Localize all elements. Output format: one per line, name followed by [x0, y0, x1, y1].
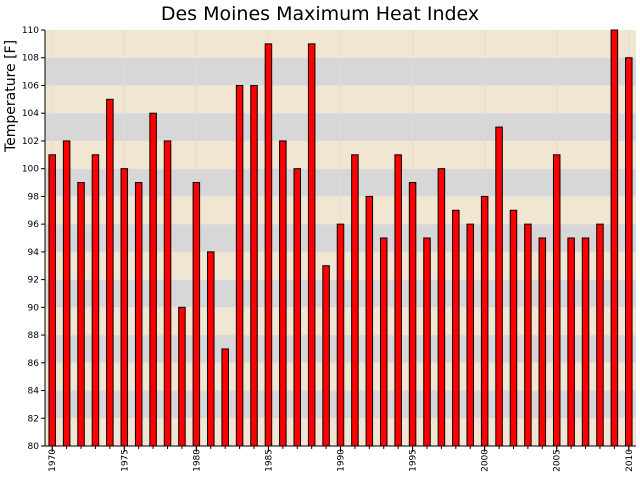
- y-tick-label: 110: [22, 26, 39, 36]
- y-tick-label: 92: [28, 276, 39, 286]
- x-tick-label: 2000: [481, 449, 491, 472]
- bar-2003: [524, 223, 532, 447]
- x-tick-label: 1975: [120, 449, 130, 472]
- y-tick-label: 84: [28, 387, 40, 397]
- bar-2007: [581, 237, 590, 447]
- bar-1994: [394, 154, 402, 447]
- bar-1970: [48, 154, 56, 447]
- bar-1986: [279, 140, 287, 447]
- y-tick-label: 96: [28, 220, 40, 230]
- bar-2000: [480, 195, 489, 447]
- x-tick-label: 1970: [48, 449, 58, 472]
- bar-2004: [538, 237, 547, 447]
- bar-1979: [178, 306, 186, 447]
- chart-title: Des Moines Maximum Heat Index: [160, 3, 480, 25]
- y-tick-label: 80: [28, 442, 40, 452]
- bar-1973: [91, 154, 100, 447]
- bar-1991: [351, 154, 359, 447]
- bar-2009: [610, 29, 619, 447]
- y-tick-label: 108: [22, 54, 39, 64]
- y-tick-label: 88: [28, 331, 40, 341]
- x-tick-label: 1990: [337, 449, 347, 472]
- bar-1998: [452, 209, 460, 447]
- bar-1983: [235, 84, 244, 447]
- bar-1988: [307, 43, 316, 447]
- y-tick-label: 106: [22, 81, 39, 91]
- bar-1981: [207, 251, 215, 447]
- x-tick-label: 1980: [192, 449, 202, 472]
- x-tick-label: 1985: [264, 449, 274, 472]
- bar-1995: [408, 182, 417, 447]
- bar-1996: [423, 237, 431, 447]
- bar-1978: [163, 140, 172, 447]
- y-tick-label: 98: [28, 192, 40, 202]
- bar-1990: [336, 223, 345, 447]
- bar-1972: [77, 182, 85, 447]
- bar-2010: [625, 57, 633, 447]
- bar-1976: [134, 182, 143, 447]
- bar-1997: [437, 168, 446, 447]
- bar-1980: [192, 182, 201, 447]
- bar-1987: [293, 168, 302, 447]
- bar-2006: [567, 237, 575, 447]
- bar-1974: [106, 98, 114, 447]
- y-tick-label: 94: [28, 248, 40, 258]
- y-tick-label: 82: [28, 414, 39, 424]
- y-tick-label: 102: [22, 137, 39, 147]
- bar-2008: [596, 223, 604, 447]
- bar-1971: [62, 140, 71, 447]
- x-tick-label: 2005: [553, 449, 563, 472]
- bar-1982: [221, 348, 229, 447]
- x-tick-label: 1995: [409, 449, 419, 472]
- y-tick-label: 104: [22, 109, 39, 119]
- bar-1993: [379, 237, 388, 447]
- bar-1985: [264, 43, 273, 447]
- bar-1975: [120, 168, 129, 447]
- bar-1977: [149, 112, 157, 447]
- bar-1992: [365, 195, 374, 447]
- bar-2001: [495, 126, 503, 447]
- bar-1999: [466, 223, 474, 447]
- x-tick-label: 2010: [625, 449, 635, 472]
- y-tick-label: 86: [28, 359, 40, 369]
- bar-1989: [322, 265, 330, 447]
- bar-2005: [552, 154, 561, 447]
- bar-1984: [250, 84, 258, 447]
- y-tick-label: 90: [28, 303, 40, 313]
- bar-2002: [509, 209, 518, 447]
- y-tick-label: 100: [22, 165, 39, 175]
